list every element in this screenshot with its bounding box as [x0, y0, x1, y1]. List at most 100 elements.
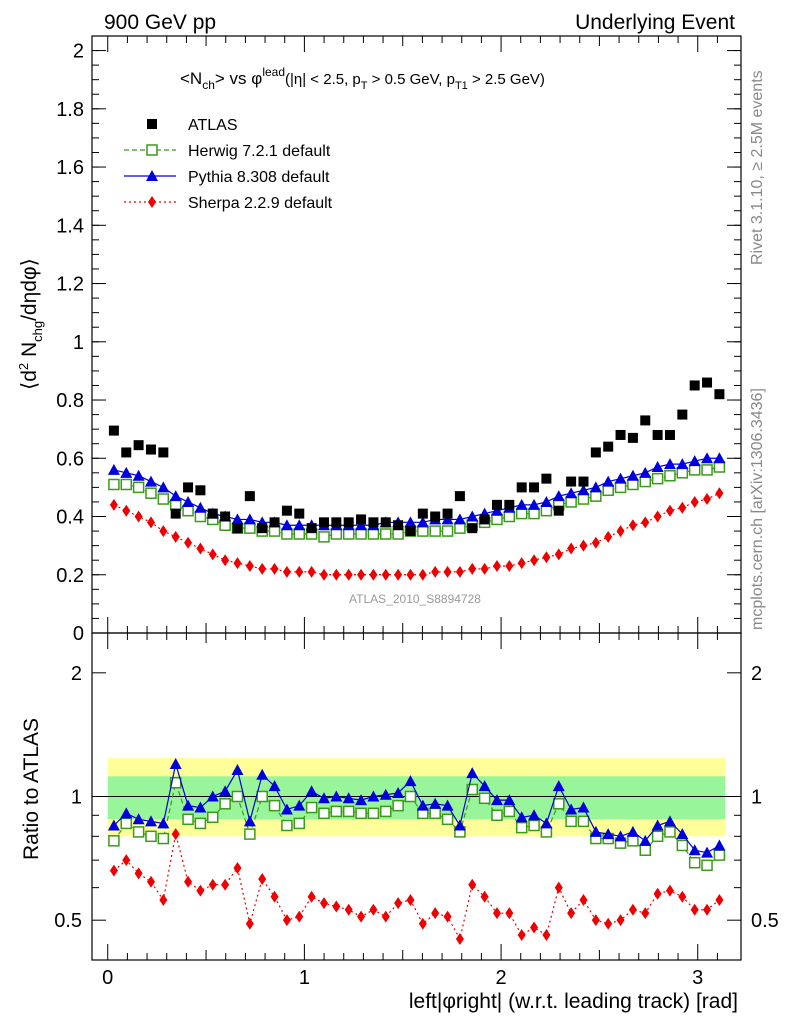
main-sherpa-point	[394, 568, 403, 581]
main-herwig-point	[194, 510, 207, 523]
ratio-pythia-point	[157, 817, 170, 829]
ratio-sherpa-point	[443, 910, 452, 923]
ratio-herwig-point	[244, 828, 256, 840]
main-pythia-point	[231, 513, 244, 525]
ratio-pythia-point	[268, 780, 281, 792]
legend-atlas-marker	[147, 119, 157, 129]
ratio-y-tick-label-right: 2	[751, 663, 762, 685]
main-herwig-point	[132, 481, 145, 494]
main-atlas-point	[405, 526, 416, 537]
mcplots-note: mcplots.cern.ch [arXiv:1306.3436]	[749, 388, 766, 630]
ratio-sherpa-point	[616, 914, 625, 927]
main-y-tick-label: 0.4	[56, 507, 84, 529]
ratio-herwig-point	[207, 811, 219, 824]
plot-title-cond3: > 2.5 GeV)	[468, 71, 545, 88]
ratio-herwig-point	[676, 839, 689, 852]
main-herwig-point	[688, 464, 701, 476]
main-pythia-point	[293, 519, 306, 531]
ratio-pythia-point	[429, 797, 442, 809]
main-atlas-point	[652, 429, 663, 440]
main-herwig-point	[503, 510, 516, 523]
ratio-pythia-point	[577, 801, 590, 813]
main-pythia-point	[688, 455, 701, 467]
ratio-sherpa-point	[221, 878, 230, 891]
main-sherpa-point	[319, 568, 328, 581]
ratio-sherpa-point	[505, 907, 514, 920]
header-right: Underlying Event	[575, 11, 735, 34]
plot-title: <Nch> vs φlead(|η| < 2.5, pT > 0.5 GeV, …	[180, 65, 545, 92]
ratio-y-tick-label: 2	[71, 663, 82, 685]
main-sherpa-point	[295, 565, 304, 578]
main-atlas-point	[244, 491, 255, 502]
main-atlas-point	[516, 482, 527, 493]
main-atlas-point	[504, 499, 515, 510]
main-herwig-point	[676, 467, 689, 479]
ratio-sherpa-point	[319, 897, 328, 910]
main-sherpa-point	[505, 560, 514, 573]
ratio-panel-series	[107, 757, 726, 945]
main-herwig-point	[540, 504, 553, 517]
legend-sherpa-marker	[148, 196, 156, 208]
ratio-sherpa-point	[245, 917, 254, 930]
main-y-tick-label: 1	[73, 332, 84, 354]
ratio-herwig-point	[404, 790, 417, 803]
plot-title-lead: lead	[262, 65, 285, 79]
main-sherpa-point	[579, 539, 588, 552]
main-atlas-point	[170, 508, 181, 519]
ratio-herwig-point	[293, 817, 306, 830]
main-atlas-point	[467, 523, 478, 534]
main-pythia-point	[453, 513, 466, 525]
plot-title-t: T	[361, 80, 368, 92]
main-sherpa-point	[690, 495, 699, 508]
main-herwig-point	[713, 461, 726, 473]
main-herwig-point	[293, 528, 306, 540]
ratio-pythia-point	[280, 803, 293, 815]
plot-title-t1: T1	[455, 80, 468, 92]
ratio-pythia-point	[540, 817, 553, 829]
ratio-pythia-point	[219, 785, 232, 797]
main-atlas-point	[232, 523, 243, 534]
ratio-sherpa-point	[690, 903, 699, 916]
ratio-herwig-point	[268, 799, 281, 812]
main-atlas-point	[578, 476, 589, 487]
plot-title-ch: ch	[202, 78, 215, 92]
main-y-tick-label: 0.2	[56, 565, 84, 587]
ratio-sherpa-point	[480, 890, 489, 903]
ratio-pythia-point	[330, 790, 343, 802]
ratio-sherpa-point	[468, 878, 477, 891]
main-atlas-point	[380, 517, 391, 528]
ratio-pythia-point	[503, 794, 516, 806]
ratio-pythia-point	[144, 815, 157, 827]
ratio-pythia-point	[355, 794, 368, 806]
main-herwig-point	[268, 525, 281, 537]
ratio-herwig-point	[120, 817, 133, 830]
main-sherpa-point	[233, 557, 242, 570]
main-sherpa-point	[517, 557, 526, 570]
main-y-tick-label: 1.8	[56, 99, 84, 121]
x-tick-label: 2	[496, 967, 507, 989]
ratio-sherpa-point	[295, 910, 304, 923]
ratio-sherpa-point	[146, 875, 155, 888]
main-sherpa-point	[221, 554, 230, 567]
main-pythia-point	[404, 516, 417, 528]
main-atlas-point	[318, 517, 329, 528]
ratio-pythia-point	[194, 801, 207, 813]
main-atlas-point	[491, 499, 502, 510]
ratio-pythia-point	[552, 780, 565, 792]
main-sherpa-point	[332, 568, 341, 581]
main-sherpa-point	[344, 568, 353, 581]
main-herwig-point	[565, 496, 577, 508]
ratio-pythia-point	[317, 792, 330, 804]
ratio-pythia-point	[367, 790, 380, 802]
ratio-sherpa-point	[591, 914, 600, 927]
ratio-herwig-point	[305, 801, 318, 814]
main-pythia-point	[515, 498, 528, 510]
main-sherpa-point	[171, 530, 180, 543]
main-herwig-point	[515, 507, 528, 520]
main-pythia-point	[565, 487, 578, 499]
main-pythia-point	[626, 469, 639, 481]
ratio-pythia-point	[602, 828, 615, 840]
ratio-pythia-point	[663, 815, 676, 827]
ratio-pythia-point	[392, 786, 405, 798]
main-y-tick-label: 0	[73, 623, 84, 645]
